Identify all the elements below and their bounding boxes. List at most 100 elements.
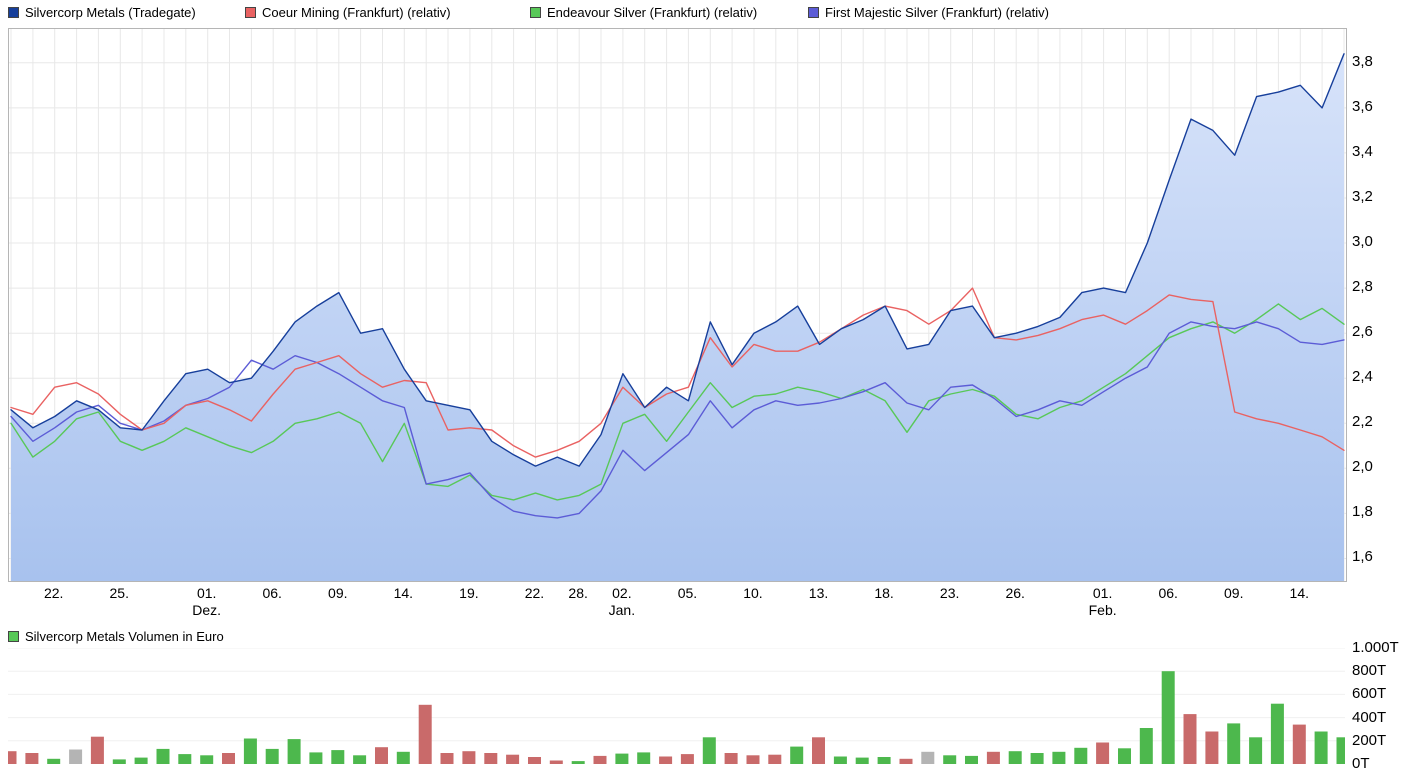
volume-bar — [659, 756, 673, 764]
x-axis-day-label: 06. — [1158, 585, 1178, 601]
volume-bar — [375, 747, 388, 764]
volume-bar — [1336, 737, 1345, 764]
volume-bar — [265, 748, 279, 764]
volume-bar — [1249, 737, 1263, 764]
legend-label: Silvercorp Metals Volumen in Euro — [25, 629, 224, 644]
legend-color-swatch — [8, 631, 19, 642]
volume-bar — [1052, 751, 1066, 764]
volume-bar — [1139, 728, 1153, 764]
volume-bar — [1030, 753, 1044, 764]
x-axis-day-label: 13. — [808, 585, 829, 601]
price-y-tick-label: 3,0 — [1352, 233, 1373, 251]
volume-bar — [680, 754, 694, 764]
volume-bar — [1161, 671, 1175, 764]
x-axis-month-label: Jan. — [608, 602, 636, 618]
price-y-tick-label: 1,6 — [1352, 548, 1373, 566]
volume-bar — [877, 757, 891, 764]
volume-y-tick-label: 400T — [1352, 708, 1387, 726]
volume-bar — [90, 736, 104, 764]
x-axis-day-label: 22. — [524, 585, 545, 601]
volume-bar — [1227, 723, 1241, 764]
volume-bar — [8, 751, 17, 764]
volume-bar — [331, 750, 345, 764]
legend-item-silvercorp[interactable]: Silvercorp Metals (Tradegate) — [8, 5, 196, 20]
volume-bar — [855, 757, 869, 764]
volume-bar — [25, 753, 39, 764]
x-axis-month-label: Dez. — [192, 602, 222, 618]
volume-bar — [396, 751, 410, 764]
volume-y-tick-label: 0T — [1352, 755, 1370, 772]
series-line-1 — [10, 287, 1345, 458]
legend-label: First Majestic Silver (Frankfurt) (relat… — [825, 5, 1049, 20]
volume-chart[interactable] — [8, 648, 1345, 764]
volume-bar — [47, 758, 61, 764]
volume-y-tick-label: 800T — [1352, 662, 1387, 680]
volume-bar — [462, 751, 476, 764]
x-axis-day-label: 10. — [743, 585, 763, 601]
price-y-tick-label: 1,8 — [1352, 503, 1373, 521]
volume-bar — [593, 755, 607, 764]
x-axis-day-label: 09. — [1224, 585, 1244, 601]
x-axis-month-label: Feb. — [1088, 602, 1117, 618]
price-area-fill — [11, 53, 1344, 581]
volume-bar — [1183, 714, 1197, 764]
volume-bar — [287, 739, 301, 764]
volume-bar — [484, 753, 498, 764]
volume-bar — [833, 756, 847, 764]
x-axis-day-label: 01. — [196, 585, 217, 601]
price-y-tick-label: 3,8 — [1352, 52, 1373, 70]
volume-bar — [1205, 731, 1219, 764]
legend-item-endeavour[interactable]: Endeavour Silver (Frankfurt) (relativ) — [530, 5, 757, 20]
legend-color-swatch — [530, 7, 541, 18]
volume-bar — [222, 753, 235, 764]
volume-legend[interactable]: Silvercorp Metals Volumen in Euro — [8, 629, 224, 644]
volume-y-tick-label: 1.000T — [1352, 639, 1399, 656]
x-axis-day-label: 25. — [109, 585, 129, 601]
price-y-tick-label: 2,6 — [1352, 323, 1373, 341]
volume-bar — [134, 757, 148, 764]
series-line-2 — [10, 303, 1345, 501]
x-axis-day-label: 18. — [874, 585, 894, 601]
x-axis-day-label: 05. — [677, 585, 698, 601]
price-y-tick-label: 3,6 — [1352, 97, 1373, 115]
volume-bar — [506, 754, 520, 764]
volume-bar — [243, 738, 257, 764]
x-axis-day-label: 14. — [1289, 585, 1310, 601]
volume-bar — [440, 753, 454, 764]
volume-y-tick-label: 600T — [1352, 685, 1387, 703]
series-line-3 — [10, 321, 1345, 519]
volume-bar — [418, 704, 432, 764]
volume-bar — [1314, 731, 1328, 764]
price-y-tick-label: 2,2 — [1352, 413, 1373, 431]
x-axis-day-label: 09. — [328, 585, 348, 601]
x-axis-day-label: 14. — [393, 585, 414, 601]
x-axis-day-label: 28. — [568, 585, 588, 601]
volume-y-tick-label: 200T — [1352, 731, 1387, 749]
volume-bar — [768, 754, 782, 764]
volume-bar — [1074, 747, 1088, 764]
volume-bar — [528, 757, 541, 764]
x-axis-day-label: 26. — [1005, 585, 1025, 601]
price-y-tick-label: 2,0 — [1352, 458, 1373, 476]
volume-bar — [1008, 751, 1022, 764]
x-axis-day-label: 02. — [612, 585, 632, 601]
price-y-tick-label: 3,4 — [1352, 142, 1373, 160]
volume-bar — [1270, 703, 1284, 764]
price-chart[interactable] — [8, 28, 1347, 582]
volume-bar — [615, 753, 629, 764]
volume-bar — [571, 761, 585, 764]
volume-bar — [899, 758, 913, 764]
volume-bar — [353, 755, 367, 764]
legend-item-coeur[interactable]: Coeur Mining (Frankfurt) (relativ) — [245, 5, 451, 20]
legend-color-swatch — [8, 7, 19, 18]
legend-label: Silvercorp Metals (Tradegate) — [25, 5, 196, 20]
volume-bar — [637, 752, 651, 764]
volume-bar — [69, 749, 83, 764]
volume-bar — [309, 752, 323, 764]
volume-bar — [178, 754, 192, 764]
x-axis-day-label: 22. — [43, 585, 64, 601]
x-axis-day-label: 19. — [459, 585, 479, 601]
volume-bar — [724, 753, 738, 764]
price-y-tick-label: 3,2 — [1352, 187, 1373, 205]
legend-item-first-majestic[interactable]: First Majestic Silver (Frankfurt) (relat… — [808, 5, 1049, 20]
